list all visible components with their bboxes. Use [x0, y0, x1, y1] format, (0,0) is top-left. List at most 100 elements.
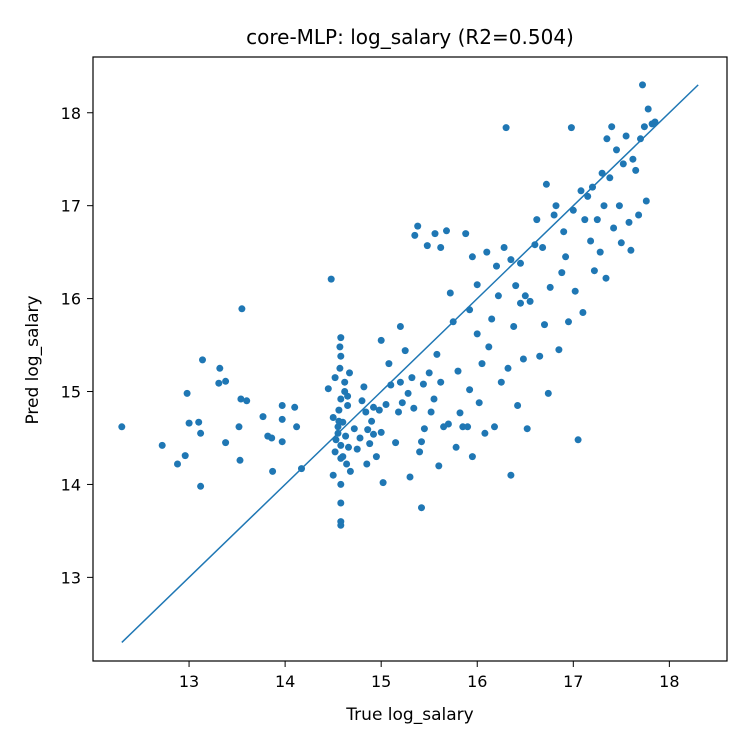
- scatter-point: [562, 253, 570, 261]
- scatter-point: [327, 275, 335, 283]
- scatter-point: [344, 402, 352, 409]
- scatter-point: [197, 429, 205, 437]
- scatter-point: [418, 504, 425, 512]
- scatter-point: [478, 360, 486, 368]
- scatter-point: [558, 269, 566, 277]
- scatter-point: [602, 274, 610, 282]
- scatter-point: [337, 352, 345, 360]
- x-tick-label: 14: [275, 672, 295, 691]
- scatter-point: [183, 389, 191, 397]
- scatter-point: [370, 403, 377, 411]
- scatter-point: [517, 259, 524, 267]
- scatter-point: [216, 364, 224, 372]
- scatter-point: [464, 423, 472, 431]
- scatter-point: [574, 436, 582, 444]
- scatter-point: [197, 482, 205, 490]
- scatter-point: [452, 443, 460, 451]
- scatter-point: [411, 231, 419, 239]
- scatter-point: [222, 377, 230, 385]
- scatter-point: [331, 374, 339, 382]
- x-tick-label: 15: [371, 672, 391, 691]
- scatter-point: [293, 423, 301, 431]
- scatter-point: [632, 166, 640, 174]
- scatter-point: [379, 479, 387, 487]
- scatter-point: [350, 425, 358, 433]
- y-axis-ticks: 13 14 15 16 17 18: [61, 104, 93, 587]
- scatter-point: [488, 315, 496, 323]
- scatter-point: [435, 462, 443, 470]
- scatter-point: [622, 132, 630, 140]
- scatter-point: [259, 413, 267, 421]
- scatter-point: [581, 216, 589, 224]
- scatter-point: [610, 224, 618, 232]
- scatter-point: [651, 118, 659, 126]
- scatter-point: [269, 467, 277, 475]
- scatter-point: [531, 241, 539, 249]
- y-tick-label: 15: [61, 383, 81, 402]
- scatter-point: [337, 521, 345, 529]
- scatter-point: [550, 211, 558, 219]
- scatter-point: [346, 467, 354, 475]
- scatter-point: [437, 378, 445, 386]
- scatter-point: [627, 246, 635, 254]
- scatter-point: [370, 430, 377, 438]
- scatter-point: [406, 473, 414, 481]
- scatter-point: [462, 230, 470, 238]
- scatter-point: [466, 386, 474, 394]
- scatter-point: [425, 369, 433, 377]
- scatter-point: [420, 425, 428, 433]
- scatter-point: [158, 441, 166, 449]
- scatter-point: [598, 169, 606, 177]
- scatter-point: [118, 423, 126, 431]
- scatter-point: [446, 289, 454, 297]
- scatter-point: [603, 135, 611, 143]
- scatter-point: [507, 471, 515, 479]
- scatter-point: [268, 434, 276, 442]
- scatter-point: [362, 408, 370, 416]
- scatter-point: [565, 318, 572, 326]
- scatter-point: [418, 438, 425, 446]
- scatter-point: [475, 399, 483, 407]
- scatter-point: [613, 146, 620, 154]
- scatter-point: [644, 105, 652, 113]
- scatter-point: [625, 218, 633, 226]
- scatter-point: [512, 282, 520, 290]
- scatter-point: [332, 436, 340, 444]
- y-tick-label: 14: [61, 475, 81, 494]
- scatter-point: [215, 379, 223, 387]
- scatter-point: [336, 364, 344, 372]
- plot-area: [92, 56, 728, 662]
- scatter-point: [544, 389, 552, 397]
- scatter-point: [494, 292, 502, 300]
- scatter-point: [497, 378, 505, 386]
- scatter-point: [577, 187, 585, 195]
- scatter-point: [571, 287, 579, 295]
- points-layer: [118, 81, 659, 529]
- scatter-point: [485, 343, 493, 351]
- scatter-point: [392, 439, 400, 447]
- scatter-point: [339, 453, 347, 461]
- chart-title: core-MLP: log_salary (R2=0.504): [246, 25, 574, 49]
- scatter-point: [502, 124, 510, 132]
- scatter-point: [237, 395, 245, 403]
- scatter-point: [608, 123, 616, 131]
- scatter-point: [401, 347, 409, 355]
- scatter-point: [375, 406, 383, 414]
- scatter-point: [587, 237, 595, 245]
- scatter-point: [419, 380, 427, 388]
- y-tick-label: 18: [61, 104, 81, 123]
- scatter-point: [335, 406, 343, 414]
- scatter-point: [195, 418, 203, 426]
- scatter-point: [353, 445, 361, 453]
- scatter-point: [456, 409, 464, 417]
- scatter-point: [430, 395, 438, 403]
- scatter-point: [459, 423, 467, 431]
- scatter-point: [533, 216, 541, 224]
- x-tick-label: 18: [659, 672, 679, 691]
- scatter-point: [483, 248, 491, 256]
- scatter-point: [356, 434, 364, 442]
- x-axis-label: True log_salary: [345, 705, 473, 725]
- y-tick-label: 16: [61, 290, 81, 309]
